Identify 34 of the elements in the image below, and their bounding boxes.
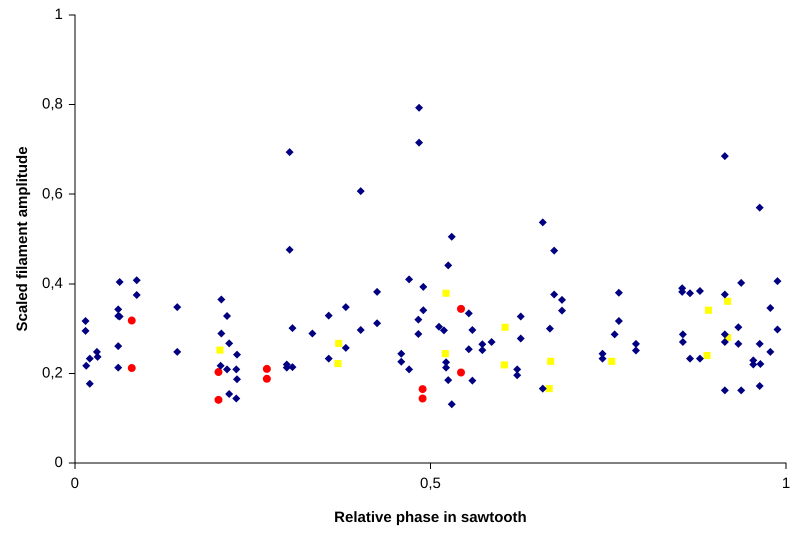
y-axis-title: Scaled filament amplitude [14,146,32,332]
point [216,346,224,354]
point [547,358,554,365]
point [262,364,271,373]
point [418,385,427,394]
y-tick-label: 1 [54,6,63,24]
y-tick-label: 0,2 [42,364,63,382]
point [262,374,271,383]
point [418,394,427,402]
y-tick-label: 0,6 [42,185,63,202]
point [546,385,553,392]
y-tick-label: 0 [54,454,63,472]
point [724,298,732,305]
x-tick-label: 0 [70,475,80,492]
x-tick-label: 0,5 [420,475,441,492]
point [335,340,342,347]
point [442,350,449,358]
point [334,360,342,368]
point [457,304,466,313]
point [457,368,466,377]
point [442,290,450,297]
y-tick-label: 0,4 [42,274,63,292]
point [128,316,136,325]
point [608,358,616,365]
point [500,361,508,368]
x-tick-label: 1 [782,475,790,492]
point [128,364,136,372]
point [502,324,509,331]
point [214,368,223,376]
point [214,396,223,404]
y-tick-label: 0,8 [42,96,63,113]
point [704,352,711,360]
x-axis-title: Relative phase in sawtooth [334,509,527,526]
point [704,306,712,314]
